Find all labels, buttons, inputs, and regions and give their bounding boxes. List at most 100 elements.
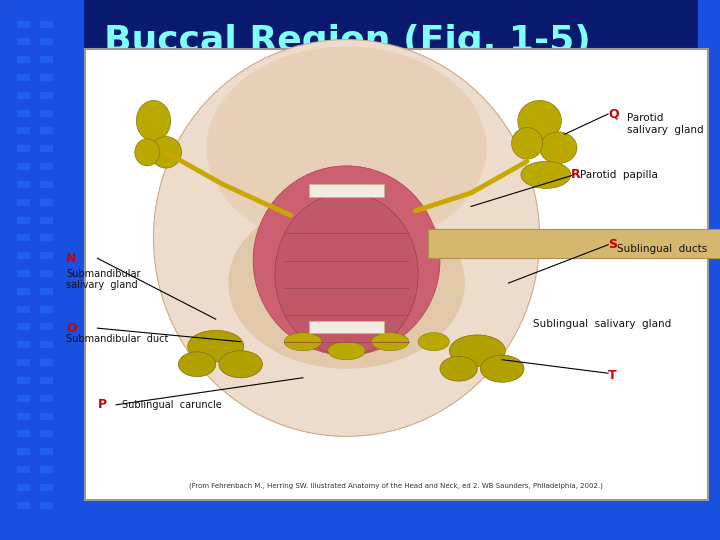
Bar [40, 21, 53, 28]
Bar [40, 92, 53, 99]
Text: N: N [66, 252, 76, 265]
Bar [17, 234, 30, 241]
Ellipse shape [518, 100, 562, 141]
Ellipse shape [480, 355, 524, 382]
Bar [40, 288, 53, 295]
Ellipse shape [449, 335, 505, 367]
Ellipse shape [135, 139, 160, 166]
Bar [17, 74, 30, 81]
Bar [17, 306, 30, 313]
Bar [40, 145, 53, 152]
FancyBboxPatch shape [309, 321, 384, 333]
Bar [40, 217, 53, 224]
Ellipse shape [539, 132, 577, 164]
Bar [17, 217, 30, 224]
Bar [17, 323, 30, 330]
Bar [40, 502, 53, 509]
Bar [17, 110, 30, 117]
Text: P: P [97, 399, 107, 411]
Bar [40, 466, 53, 473]
Ellipse shape [418, 333, 449, 350]
Bar [40, 56, 53, 63]
Bar [40, 252, 53, 259]
FancyBboxPatch shape [428, 229, 720, 258]
Text: Q: Q [608, 107, 618, 120]
Bar [40, 413, 53, 420]
Bar [40, 163, 53, 170]
Text: Sublingual  ducts: Sublingual ducts [618, 244, 708, 254]
Bar [40, 199, 53, 206]
Bar [17, 377, 30, 384]
Text: Parotid  papilla: Parotid papilla [580, 170, 658, 180]
Bar [17, 502, 30, 509]
Bar [40, 181, 53, 188]
Text: salivary  gland: salivary gland [627, 125, 703, 135]
Bar [17, 395, 30, 402]
Bar [40, 341, 53, 348]
Bar [17, 270, 30, 277]
Ellipse shape [136, 100, 171, 141]
Bar [40, 395, 53, 402]
Ellipse shape [328, 342, 365, 360]
Bar [17, 359, 30, 366]
Bar [17, 448, 30, 455]
Bar [40, 234, 53, 241]
Bar [17, 145, 30, 152]
Text: (From Fehrenbach M., Herring SW. Illustrated Anatomy of the Head and Neck, ed 2.: (From Fehrenbach M., Herring SW. Illustr… [189, 483, 603, 489]
Text: Parotid: Parotid [627, 113, 663, 124]
Bar [17, 92, 30, 99]
Ellipse shape [188, 330, 244, 362]
Bar [40, 430, 53, 437]
Bar [17, 181, 30, 188]
Ellipse shape [179, 352, 216, 376]
Ellipse shape [275, 193, 418, 355]
Bar [40, 484, 53, 491]
Text: R: R [571, 168, 580, 181]
Bar [40, 359, 53, 366]
Bar [17, 21, 30, 28]
Bar [17, 127, 30, 134]
Text: Buccal Region (Fig. 1-5): Buccal Region (Fig. 1-5) [104, 24, 591, 57]
Text: T: T [608, 369, 617, 382]
Ellipse shape [150, 137, 181, 168]
Bar [85, 49, 708, 500]
Text: Submandibular  duct: Submandibular duct [66, 334, 168, 345]
Ellipse shape [207, 46, 487, 249]
Bar [17, 163, 30, 170]
Text: S: S [608, 238, 617, 251]
Ellipse shape [153, 39, 539, 436]
Bar [17, 288, 30, 295]
Ellipse shape [219, 350, 263, 378]
Bar [17, 430, 30, 437]
Text: O: O [66, 322, 77, 335]
Ellipse shape [228, 198, 465, 369]
Bar [17, 252, 30, 259]
Bar [17, 38, 30, 45]
Bar [17, 199, 30, 206]
Bar [40, 377, 53, 384]
Bar [17, 341, 30, 348]
Bar [40, 38, 53, 45]
Bar [17, 413, 30, 420]
Text: Sublingual  caruncle: Sublingual caruncle [122, 400, 222, 410]
Bar [40, 306, 53, 313]
Ellipse shape [284, 333, 322, 350]
Bar [40, 110, 53, 117]
Text: salivary  gland: salivary gland [66, 280, 138, 291]
Ellipse shape [253, 166, 440, 355]
Bar [40, 270, 53, 277]
Bar [17, 56, 30, 63]
Text: Submandibular: Submandibular [66, 269, 141, 279]
Text: Sublingual  salivary  gland: Sublingual salivary gland [534, 319, 672, 329]
Bar [40, 127, 53, 134]
Ellipse shape [440, 356, 477, 381]
Ellipse shape [521, 161, 571, 188]
Bar [40, 448, 53, 455]
Ellipse shape [372, 333, 409, 350]
Ellipse shape [512, 127, 543, 159]
FancyBboxPatch shape [309, 184, 384, 198]
Bar [40, 74, 53, 81]
Bar [40, 323, 53, 330]
Bar [17, 484, 30, 491]
Bar [17, 466, 30, 473]
